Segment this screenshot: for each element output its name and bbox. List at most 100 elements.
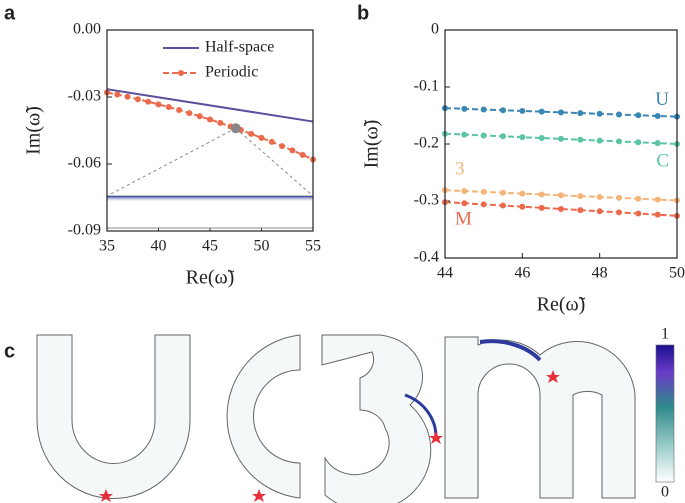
colorbar-min: 0 <box>661 484 669 501</box>
marker <box>196 113 203 120</box>
y-tick-label: -0.06 <box>68 155 101 172</box>
marker <box>538 108 545 115</box>
marker <box>654 211 661 218</box>
c-shape <box>226 334 301 499</box>
y-tick-label: -0.2 <box>414 135 439 152</box>
marker <box>145 98 152 105</box>
plot-frame <box>106 29 314 232</box>
marker <box>538 204 545 211</box>
x-tick-label: 46 <box>514 265 530 282</box>
marker <box>538 191 545 198</box>
legend-marker <box>178 70 184 76</box>
legend-label: Periodic <box>205 64 258 81</box>
y-tick-label: -0.3 <box>414 192 439 209</box>
marker <box>577 207 584 214</box>
marker <box>616 194 622 201</box>
x-tick-label: 48 <box>592 265 608 282</box>
marker <box>500 202 506 209</box>
marker <box>558 109 564 116</box>
marker <box>480 106 487 113</box>
marker <box>635 210 642 217</box>
marker <box>519 190 526 197</box>
marker <box>616 111 622 118</box>
marker <box>654 112 661 119</box>
marker <box>558 135 564 142</box>
marker <box>635 139 642 146</box>
marker <box>538 135 545 142</box>
x-axis-label: Re(ω̃) <box>537 294 586 316</box>
marker <box>217 119 224 126</box>
marker <box>186 110 193 117</box>
marker <box>461 105 468 112</box>
marker <box>500 107 506 114</box>
series-label: M <box>455 208 472 229</box>
marker <box>480 132 487 139</box>
marker <box>461 131 468 138</box>
marker <box>299 151 306 158</box>
y-tick-label: -0.4 <box>414 249 439 266</box>
marker <box>577 136 584 143</box>
x-tick-label: 55 <box>305 238 321 255</box>
edge-field <box>479 339 542 362</box>
panel-label: a <box>4 2 16 24</box>
marker <box>500 189 506 196</box>
marker <box>480 188 487 195</box>
marker <box>519 203 526 210</box>
marker <box>654 196 661 203</box>
highlight-point <box>230 123 241 134</box>
x-tick-label: 50 <box>669 265 685 282</box>
marker <box>596 110 603 117</box>
marker <box>207 116 213 123</box>
colorbar-max: 1 <box>661 326 669 343</box>
marker <box>596 137 603 144</box>
marker <box>480 201 487 208</box>
marker <box>155 101 162 108</box>
marker <box>176 106 183 113</box>
marker <box>114 91 121 98</box>
marker <box>577 110 584 117</box>
y-tick-label: 0 <box>431 21 439 38</box>
marker <box>289 147 296 154</box>
marker <box>519 134 526 141</box>
colorbar <box>655 344 675 483</box>
series-label: C <box>656 150 669 171</box>
marker <box>268 138 275 145</box>
field-plots <box>36 334 675 503</box>
marker <box>461 188 468 195</box>
marker <box>500 133 506 140</box>
y-axis-label: Im(ω̃) <box>361 119 383 168</box>
marker <box>134 96 141 103</box>
marker <box>248 130 255 137</box>
marker <box>558 192 564 199</box>
marker <box>165 104 172 111</box>
source-stars <box>99 370 560 502</box>
marker <box>577 193 584 200</box>
legend-label: Half-space <box>205 39 274 56</box>
three-shape <box>321 334 432 503</box>
marker <box>124 93 131 100</box>
marker <box>258 134 265 141</box>
m-shape <box>444 336 636 499</box>
zoom-guide <box>235 127 314 197</box>
marker <box>596 208 603 215</box>
y-tick-label: -0.1 <box>414 78 439 95</box>
marker <box>558 205 564 212</box>
marker <box>616 138 622 145</box>
marker <box>596 194 603 201</box>
x-axis-label: Re(ω̃) <box>186 267 235 289</box>
marker <box>461 200 468 207</box>
marker <box>279 143 286 150</box>
x-tick-label: 44 <box>437 265 453 282</box>
y-tick-label: 0.00 <box>73 21 101 38</box>
marker <box>635 195 642 202</box>
y-tick-label: -0.03 <box>68 88 101 105</box>
series-line <box>106 91 314 161</box>
panel-label: c <box>4 340 15 362</box>
y-tick-label: -0.09 <box>68 222 101 239</box>
series-label: 3 <box>455 159 465 180</box>
plot-frame <box>444 29 678 259</box>
series-line <box>106 88 314 123</box>
marker <box>654 140 661 147</box>
x-tick-label: 45 <box>202 238 218 255</box>
